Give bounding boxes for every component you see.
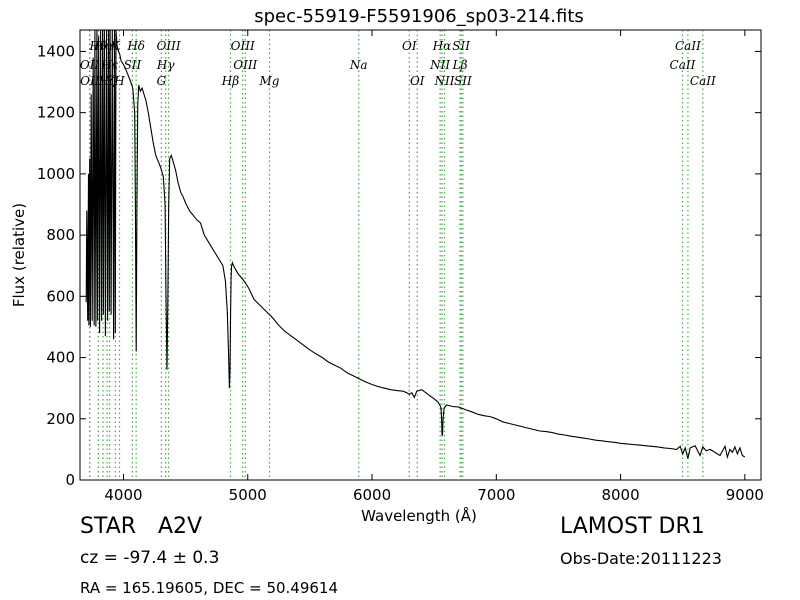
x-tick-label: 9000 bbox=[726, 486, 764, 504]
marker-label: SII bbox=[452, 39, 470, 53]
y-tick-label: 1200 bbox=[37, 104, 75, 122]
x-axis-label: Wavelength (Å) bbox=[361, 506, 477, 525]
marker-label: OIII bbox=[157, 39, 181, 53]
x-tick-label: 4000 bbox=[104, 486, 142, 504]
y-tick-label: 600 bbox=[46, 287, 75, 305]
marker-label: SII bbox=[124, 58, 142, 72]
object-class-label: STAR bbox=[80, 514, 137, 539]
x-tick-label: 5000 bbox=[229, 486, 267, 504]
marker-label: K bbox=[110, 39, 121, 53]
plot-area bbox=[85, 30, 746, 460]
marker-label: Mg bbox=[259, 74, 280, 88]
y-tick-label: 1000 bbox=[37, 165, 75, 183]
marker-label: Hδ bbox=[126, 39, 145, 53]
obs-date: Obs-Date:20111223 bbox=[560, 549, 722, 568]
marker-label: CaII bbox=[675, 39, 701, 53]
x-tick-label: 8000 bbox=[601, 486, 639, 504]
coordinates: RA = 165.19605, DEC = 50.49614 bbox=[80, 579, 339, 597]
marker-label: G bbox=[157, 74, 167, 88]
cz-value: cz = -97.4 ± 0.3 bbox=[80, 548, 220, 568]
marker-label: Na bbox=[349, 58, 368, 72]
marker-label: OI bbox=[402, 39, 417, 53]
chart-title: spec-55919-F5591906_sp03-214.fits bbox=[254, 6, 584, 27]
marker-label: Hβ bbox=[221, 74, 239, 88]
marker-label: OIII bbox=[233, 58, 257, 72]
spectrum-line bbox=[85, 30, 746, 460]
marker-label: NII bbox=[433, 74, 454, 88]
marker-label: OI bbox=[410, 74, 425, 88]
x-tick-label: 6000 bbox=[353, 486, 391, 504]
marker-label: Lβ bbox=[452, 58, 468, 72]
plot-frame bbox=[79, 29, 762, 481]
y-tick-label: 1400 bbox=[37, 42, 75, 60]
marker-label: OIII bbox=[231, 39, 255, 53]
marker-label: Hα bbox=[432, 39, 452, 53]
x-tick-label: 7000 bbox=[477, 486, 515, 504]
y-tick-label: 800 bbox=[46, 226, 75, 244]
subclass-label: A2V bbox=[158, 514, 203, 539]
axes: 4000 5000 6000 7000 8000 9000 0 200 400 600 800 100… bbox=[37, 29, 764, 504]
marker-label: Hγ bbox=[156, 58, 175, 72]
y-tick-label: 400 bbox=[46, 349, 75, 367]
y-axis-label: Flux (relative) bbox=[10, 203, 28, 307]
marker-label: NII bbox=[429, 58, 450, 72]
y-tick-label: 0 bbox=[65, 471, 75, 489]
marker-label: CaII bbox=[690, 74, 716, 88]
survey-label: LAMOST DR1 bbox=[560, 514, 705, 539]
marker-label: SII bbox=[454, 74, 472, 88]
marker-label: CaII bbox=[670, 58, 696, 72]
y-tick-label: 200 bbox=[46, 410, 75, 428]
